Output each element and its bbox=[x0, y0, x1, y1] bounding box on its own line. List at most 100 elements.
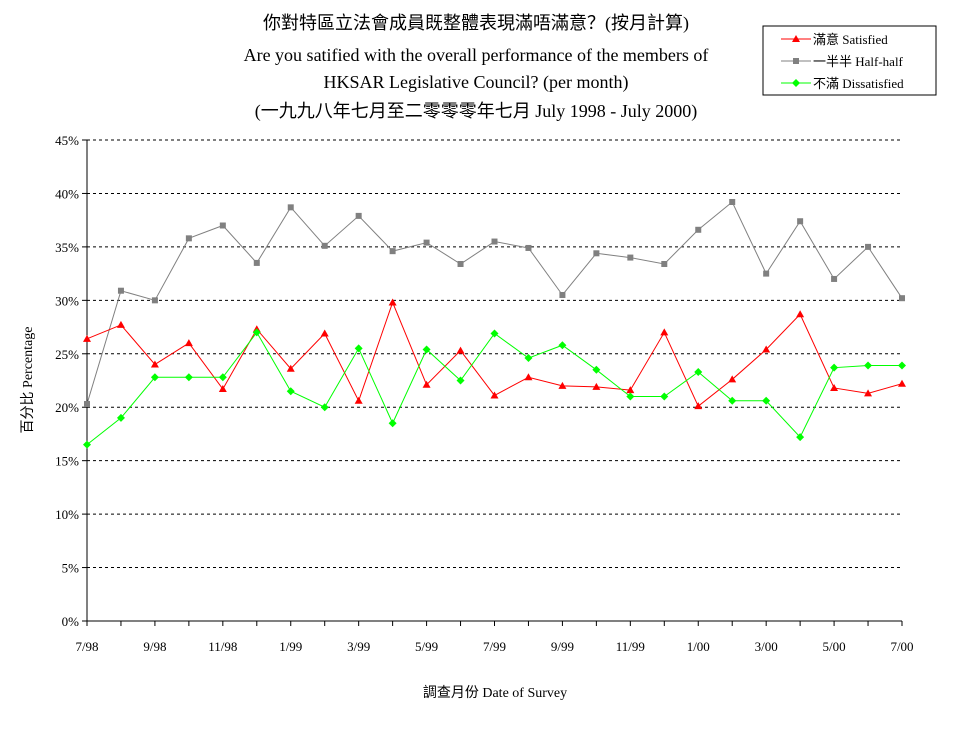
data-point bbox=[83, 440, 91, 449]
data-point bbox=[592, 365, 601, 374]
y-tick-label: 35% bbox=[55, 240, 79, 255]
data-point bbox=[763, 270, 770, 277]
data-point bbox=[423, 239, 430, 246]
data-point bbox=[864, 361, 873, 370]
x-axis-label: 調查月份 Date of Survey bbox=[423, 685, 567, 701]
data-point bbox=[694, 402, 703, 410]
data-point bbox=[84, 401, 90, 408]
data-point bbox=[695, 226, 702, 233]
x-tick-label: 9/99 bbox=[551, 639, 574, 654]
data-point bbox=[116, 413, 125, 422]
data-point bbox=[626, 392, 635, 401]
data-point bbox=[491, 238, 498, 245]
data-point bbox=[593, 250, 600, 257]
legend: 滿意 Satisfied 一半半 Half-half 不滿 Dissatisfied bbox=[762, 25, 937, 96]
data-point bbox=[559, 291, 566, 298]
gridlines bbox=[87, 139, 902, 569]
data-point bbox=[524, 354, 533, 363]
legend-label: 滿意 Satisfied bbox=[813, 32, 888, 47]
chart-title-line: HKSAR Legislative Council? (per month) bbox=[324, 72, 629, 93]
series-group bbox=[83, 198, 906, 449]
data-point bbox=[456, 346, 465, 354]
x-tick-label: 3/99 bbox=[347, 639, 370, 654]
y-tick-label: 45% bbox=[55, 133, 79, 148]
data-point bbox=[558, 341, 567, 350]
data-point bbox=[796, 433, 805, 442]
axes: 0% 5% 10% 15% 20% 25% 30% 35% 40% 45% 7/98 9/98 11/9… bbox=[55, 133, 913, 654]
data-point bbox=[218, 385, 227, 393]
x-tick-label: 5/00 bbox=[823, 639, 846, 654]
legend-marker bbox=[793, 58, 799, 64]
x-tick-label: 11/99 bbox=[616, 639, 645, 654]
data-point bbox=[117, 287, 124, 294]
x-tick-label: 11/98 bbox=[208, 639, 237, 654]
x-tick-label: 5/99 bbox=[415, 639, 438, 654]
x-tick-label: 7/98 bbox=[75, 639, 98, 654]
data-point bbox=[661, 260, 668, 267]
y-tick-label: 20% bbox=[55, 400, 79, 415]
data-point bbox=[321, 242, 328, 249]
data-point bbox=[150, 360, 159, 368]
data-point bbox=[898, 379, 906, 387]
x-tick-label: 7/99 bbox=[483, 639, 506, 654]
data-point bbox=[830, 383, 839, 391]
y-tick-label: 10% bbox=[55, 507, 79, 522]
data-point bbox=[525, 244, 532, 251]
data-point bbox=[287, 204, 294, 211]
series-line bbox=[86, 201, 903, 405]
y-axis-label: 百分比 Percentage bbox=[20, 327, 36, 434]
x-tick-label: 3/00 bbox=[755, 639, 778, 654]
data-point bbox=[355, 212, 362, 219]
x-tick-label: 1/00 bbox=[687, 639, 710, 654]
data-point bbox=[660, 328, 669, 336]
data-point bbox=[660, 392, 669, 401]
x-tick-label: 7/00 bbox=[890, 639, 913, 654]
data-point bbox=[796, 310, 805, 318]
legend-label: 一半半 Half-half bbox=[813, 54, 904, 69]
data-point bbox=[898, 361, 906, 370]
data-point bbox=[422, 380, 431, 388]
series-line bbox=[86, 331, 902, 446]
data-point bbox=[830, 363, 839, 372]
data-point bbox=[729, 198, 736, 205]
chart-title-line: Are you satified with the overall perfor… bbox=[244, 45, 709, 65]
data-point bbox=[592, 382, 601, 390]
data-point bbox=[558, 381, 567, 389]
data-point bbox=[184, 373, 193, 382]
data-point bbox=[286, 387, 295, 396]
data-point bbox=[286, 364, 295, 372]
data-point bbox=[762, 396, 771, 405]
data-point bbox=[728, 396, 737, 405]
data-point bbox=[253, 259, 260, 266]
data-point bbox=[865, 243, 872, 250]
data-point bbox=[626, 386, 635, 394]
series-0 bbox=[83, 298, 906, 410]
data-point bbox=[797, 218, 804, 225]
data-point bbox=[320, 329, 329, 337]
legend-marker bbox=[792, 35, 800, 42]
y-tick-label: 15% bbox=[55, 454, 79, 469]
data-point bbox=[388, 298, 397, 306]
chart-title-line: (一九九八年七月至二零零零年七月 July 1998 - July 2000) bbox=[255, 101, 698, 122]
y-tick-label: 5% bbox=[62, 561, 80, 576]
data-point bbox=[83, 334, 91, 342]
y-tick-label: 0% bbox=[62, 614, 80, 629]
data-point bbox=[116, 320, 125, 328]
data-point bbox=[219, 222, 226, 229]
data-point bbox=[524, 373, 533, 381]
data-point bbox=[151, 297, 158, 304]
series-2 bbox=[83, 328, 906, 449]
y-tick-label: 25% bbox=[55, 347, 79, 362]
data-point bbox=[389, 248, 396, 255]
x-tick-label: 1/99 bbox=[279, 639, 302, 654]
y-tick-label: 30% bbox=[55, 293, 79, 308]
legend-label: 不滿 Dissatisfied bbox=[813, 76, 904, 91]
data-point bbox=[627, 254, 634, 261]
data-point bbox=[490, 329, 499, 338]
data-point bbox=[184, 339, 193, 347]
data-point bbox=[728, 375, 737, 383]
data-point bbox=[388, 419, 397, 428]
data-point bbox=[490, 391, 499, 399]
data-point bbox=[218, 373, 227, 382]
